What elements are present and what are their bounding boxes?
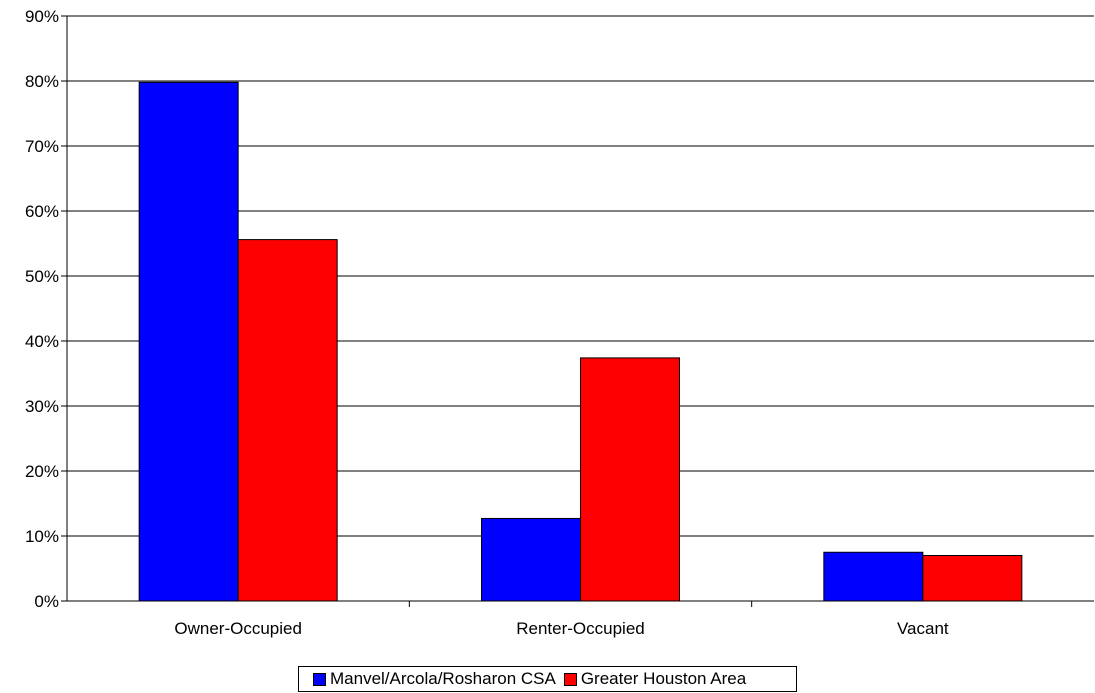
bar-manvel-arcola-rosharon-csa-owner-occupied [138, 81, 239, 602]
y-tick-labels: 0% 10% 20% 30% 40% 50% 60% 70% 80% 90% [25, 7, 59, 611]
bars [138, 81, 1023, 602]
bar-manvel-arcola-rosharon-csa-renter-occupied [481, 517, 581, 602]
legend-label: Manvel/Arcola/Rosharon CSA [330, 669, 556, 688]
y-tick-label: 30% [25, 397, 59, 416]
category-label: Owner-Occupied [174, 619, 302, 638]
bar-greater-houston-area-vacant [922, 555, 1023, 602]
y-tick-label: 0% [34, 592, 59, 611]
bar-greater-houston-area-renter-occupied [580, 357, 680, 602]
y-tick-label: 80% [25, 72, 59, 91]
category-label: Vacant [897, 619, 949, 638]
y-tick-label: 90% [25, 7, 59, 26]
bar-greater-houston-area-owner-occupied [237, 239, 338, 602]
legend-swatch [563, 672, 577, 686]
y-tick-label: 60% [25, 202, 59, 221]
y-tick-label: 50% [25, 267, 59, 286]
y-tick-label: 70% [25, 137, 59, 156]
y-tick-label: 10% [25, 527, 59, 546]
bar-manvel-arcola-rosharon-csa-vacant [823, 551, 924, 602]
legend-item: Greater Houston Area [563, 669, 747, 689]
legend-label: Greater Houston Area [580, 669, 747, 688]
y-tick-label: 20% [25, 462, 59, 481]
legend: Manvel/Arcola/Rosharon CSA Greater Housto… [298, 666, 797, 692]
category-label: Renter-Occupied [516, 619, 645, 638]
axes [61, 15, 1094, 607]
category-labels: Owner-Occupied Renter-Occupied Vacant [174, 619, 949, 638]
chart: 0% 10% 20% 30% 40% 50% 60% 70% 80% 90% Owner-Occu… [25, 7, 1094, 638]
y-tick-label: 40% [25, 332, 59, 351]
legend-item: Manvel/Arcola/Rosharon CSA [313, 669, 556, 689]
legend-swatch [313, 672, 326, 686]
